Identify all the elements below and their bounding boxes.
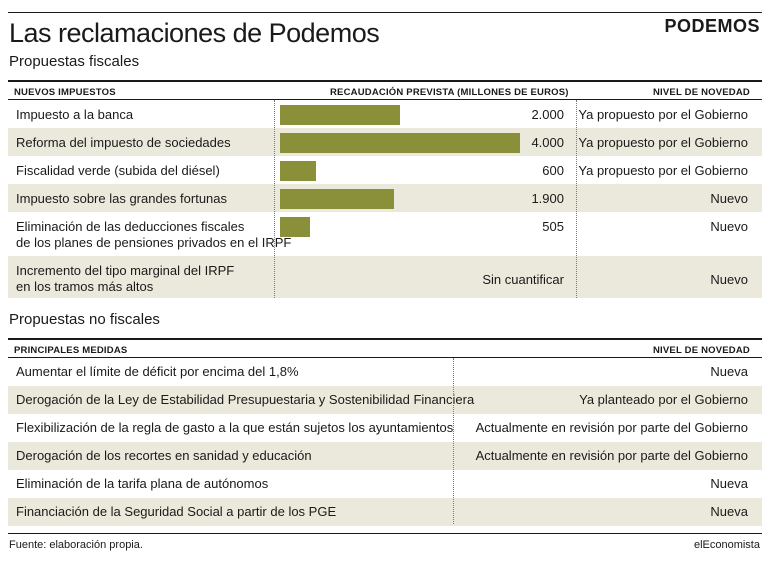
col-header-principales-medidas: PRINCIPALES MEDIDAS xyxy=(14,345,128,356)
revenue-value-label: 505 xyxy=(542,219,564,234)
novedad-label: Nuevo xyxy=(710,272,748,287)
fiscal-row-label: Fiscalidad verde (subida del diésel) xyxy=(16,163,220,178)
fiscal-subtitle: Propuestas fiscales xyxy=(9,53,140,70)
revenue-value-label: Sin cuantificar xyxy=(482,272,564,287)
nonfiscal-header-bottom-rule xyxy=(8,357,762,358)
page-title: Las reclamaciones de Podemos xyxy=(9,18,380,48)
novedad-label: Nuevo xyxy=(710,219,748,234)
fiscal-row-label: de los planes de pensiones privados en e… xyxy=(16,235,292,250)
fiscal-row xyxy=(8,256,762,298)
nonfiscal-row-label: Derogación de los recortes en sanidad y … xyxy=(16,448,312,463)
nonfiscal-novedad-label: Nueva xyxy=(710,476,748,491)
revenue-bar xyxy=(280,161,316,181)
nonfiscal-subtitle: Propuestas no fiscales xyxy=(9,311,160,328)
fiscal-row-label: en los tramos más altos xyxy=(16,279,154,294)
top-rule xyxy=(8,12,762,13)
nonfiscal-row xyxy=(8,498,762,526)
fiscal-col-separator-2 xyxy=(576,100,577,298)
fiscal-col-separator-1 xyxy=(274,100,275,298)
novedad-label: Nuevo xyxy=(710,191,748,206)
brand-credit: elEconomista xyxy=(693,539,760,551)
novedad-label: Ya propuesto por el Gobierno xyxy=(578,107,748,122)
nonfiscal-row-label: Flexibilización de la regla de gasto a l… xyxy=(16,420,454,435)
revenue-value-label: 1.900 xyxy=(531,191,564,206)
nonfiscal-row-label: Eliminación de la tarifa plana de autóno… xyxy=(16,476,269,491)
novedad-label: Ya propuesto por el Gobierno xyxy=(578,163,748,178)
fiscal-header-bottom-rule xyxy=(8,99,762,100)
podemos-logo: PODEMOS xyxy=(664,16,760,36)
revenue-bar xyxy=(280,133,520,153)
nonfiscal-row-label: Derogación de la Ley de Estabilidad Pres… xyxy=(16,392,475,407)
nonfiscal-novedad-label: Actualmente en revisión por parte del Go… xyxy=(475,420,748,435)
nonfiscal-novedad-label: Nueva xyxy=(710,364,748,379)
col-header-nivel-novedad-2: NIVEL DE NOVEDAD xyxy=(653,345,750,356)
nonfiscal-row-label: Aumentar el límite de déficit por encima… xyxy=(16,364,299,379)
nonfiscal-novedad-label: Ya planteado por el Gobierno xyxy=(579,392,748,407)
nonfiscal-header-top-rule xyxy=(8,338,762,340)
revenue-bar xyxy=(280,105,400,125)
nonfiscal-col-separator xyxy=(453,358,454,524)
fiscal-header-top-rule xyxy=(8,80,762,82)
revenue-value-label: 4.000 xyxy=(531,135,564,150)
fiscal-row-label: Reforma del impuesto de sociedades xyxy=(16,135,231,150)
nonfiscal-row xyxy=(8,442,762,470)
nonfiscal-novedad-label: Actualmente en revisión por parte del Go… xyxy=(475,448,748,463)
revenue-value-label: 600 xyxy=(542,163,564,178)
fiscal-row-label: Impuesto sobre las grandes fortunas xyxy=(16,191,228,206)
nonfiscal-row-label: Financiación de la Seguridad Social a pa… xyxy=(16,504,337,519)
col-header-nivel-novedad: NIVEL DE NOVEDAD xyxy=(653,87,750,98)
col-header-nuevos-impuestos: NUEVOS IMPUESTOS xyxy=(14,87,116,98)
revenue-bar xyxy=(280,217,310,237)
nonfiscal-novedad-label: Nueva xyxy=(710,504,748,519)
nonfiscal-row xyxy=(8,386,762,414)
fiscal-row-label: Impuesto a la banca xyxy=(16,107,134,122)
fiscal-row-label: Eliminación de las deducciones fiscales xyxy=(16,219,245,234)
source-note: Fuente: elaboración propia. xyxy=(9,539,143,551)
novedad-label: Ya propuesto por el Gobierno xyxy=(578,135,748,150)
revenue-bar xyxy=(280,189,394,209)
col-header-recaudacion: RECAUDACIÓN PREVISTA (MILLONES DE EUROS) xyxy=(330,87,569,98)
bottom-rule xyxy=(8,533,762,534)
revenue-value-label: 2.000 xyxy=(531,107,564,122)
fiscal-row-label: Incremento del tipo marginal del IRPF xyxy=(16,263,235,278)
